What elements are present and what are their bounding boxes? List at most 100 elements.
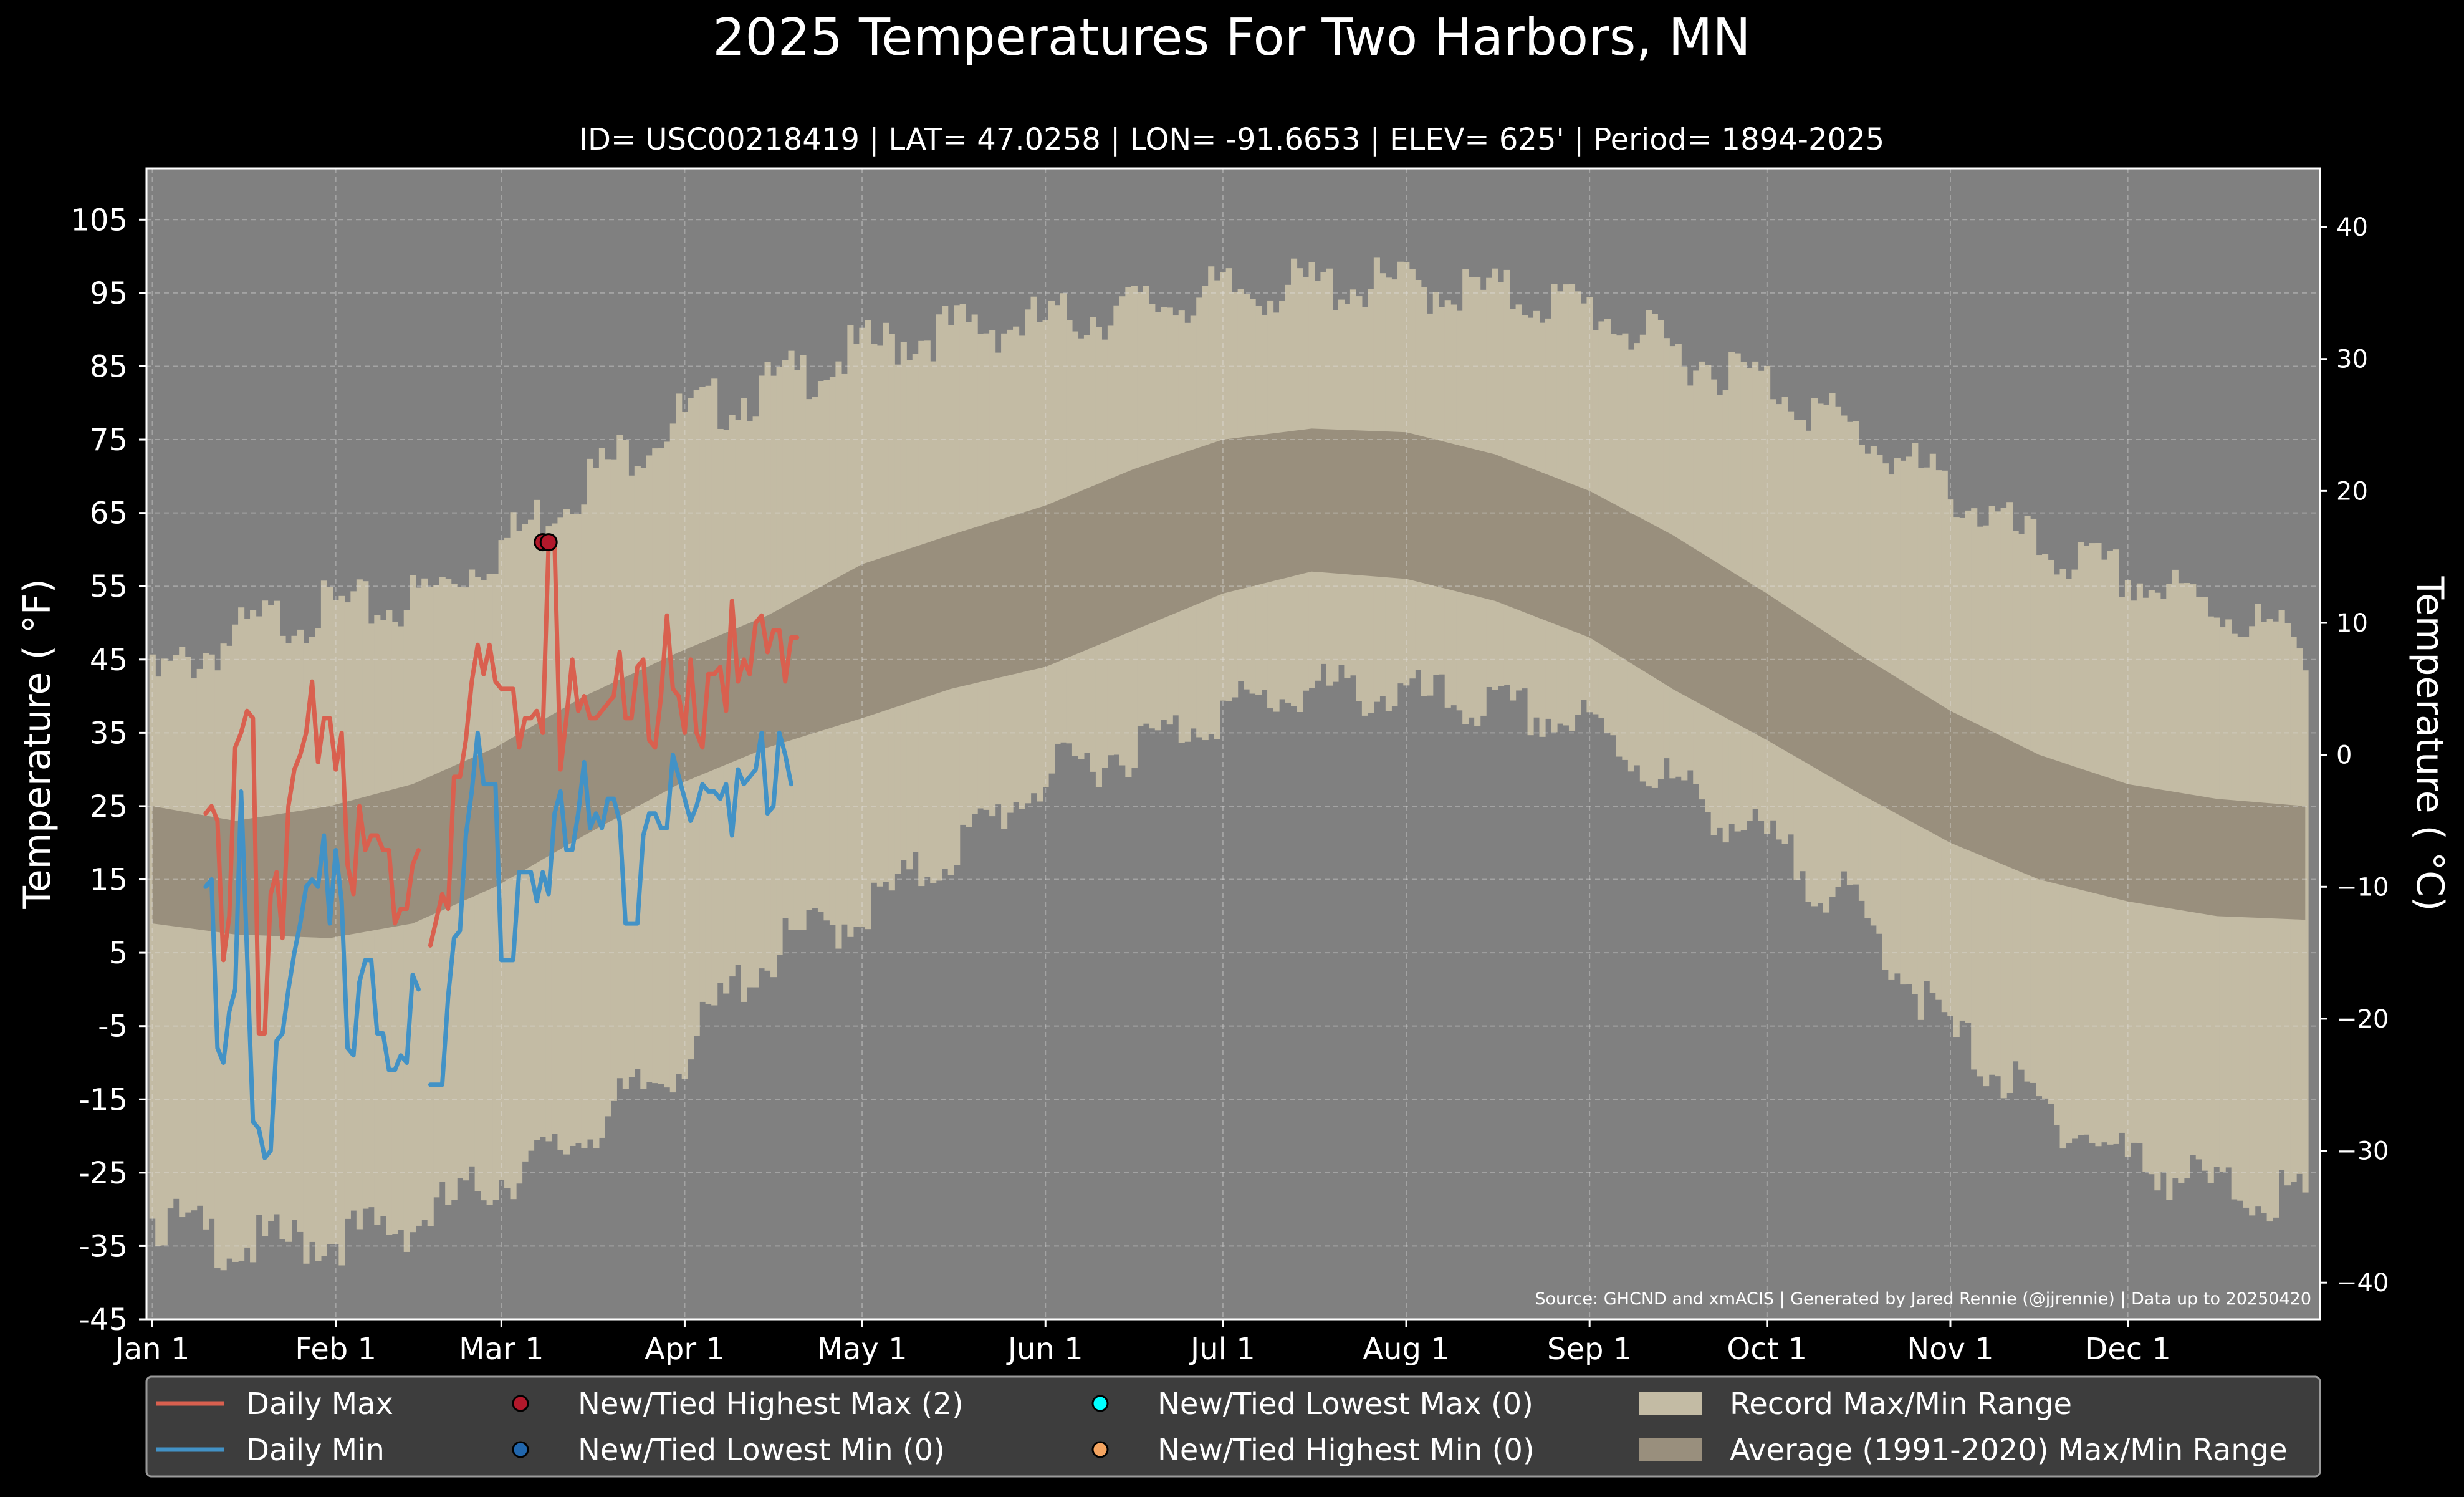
x-tick-label: Feb 1: [295, 1332, 376, 1367]
record-bar: [2273, 621, 2279, 1218]
y-tick-label-right: 10: [2336, 609, 2368, 638]
y-tick-label-left: 15: [90, 863, 128, 898]
record-bar: [185, 657, 191, 1213]
record-bar: [161, 658, 168, 1246]
record-bar: [214, 670, 221, 1268]
new-highest-max-marker: [539, 533, 558, 552]
y-tick-label-left: -15: [79, 1082, 128, 1117]
record-bar: [1841, 415, 1848, 872]
y-tick-label-left: 5: [108, 936, 128, 971]
y-tick-label-left: 105: [70, 203, 128, 238]
daily-series: [203, 540, 800, 1160]
record-bar: [391, 622, 398, 1235]
record-bar: [2243, 637, 2250, 1208]
record-bar: [2302, 670, 2309, 1193]
plot-frame: [145, 167, 2321, 1321]
record-bar: [285, 643, 292, 1242]
series-line: [428, 730, 793, 1087]
average-range-band: [152, 428, 2306, 938]
record-bar: [196, 668, 203, 1206]
y-tick-label-left: 75: [90, 423, 128, 458]
legend-label: New/Tied Lowest Min (0): [578, 1433, 945, 1468]
legend-dot-swatch: [512, 1395, 529, 1412]
y-tick-label-left: 45: [90, 643, 128, 678]
record-bar: [226, 645, 233, 1259]
record-bar: [403, 610, 410, 1252]
record-bar: [486, 574, 493, 1205]
record-bar: [203, 653, 209, 1230]
y-tick-label-right: −10: [2336, 873, 2389, 902]
y-tick-label-left: 85: [90, 349, 128, 384]
legend-label: Record Max/Min Range: [1730, 1387, 2072, 1422]
y-tick-label-left: 25: [90, 789, 128, 824]
legend: Daily Max New/Tied Highest Max (2) New/Tie…: [145, 1375, 2321, 1478]
legend-patch-swatch: [1639, 1438, 1702, 1461]
series-line: [203, 679, 421, 1036]
legend-label: New/Tied Highest Min (0): [1158, 1433, 1535, 1468]
y-tick-label-left: 55: [90, 569, 128, 604]
x-tick-label: Sep 1: [1547, 1332, 1632, 1367]
y-tick-label-right: 40: [2336, 213, 2368, 242]
legend-dot-swatch: [1091, 1441, 1109, 1458]
average-band: [152, 428, 2306, 938]
y-tick-label-left: -5: [98, 1009, 128, 1044]
y-tick-label-left: -35: [79, 1229, 128, 1264]
x-tick-label: Jun 1: [1006, 1332, 1083, 1367]
record-bar: [1752, 361, 1759, 809]
y-tick-label-left: 35: [90, 716, 128, 751]
y-axis-left: 105 95 85 75 65 55 45 35 25 15 5 -5 -15 -25 -35 -45: [70, 203, 146, 1337]
record-bar: [167, 660, 174, 1209]
legend-dot-swatch: [512, 1441, 529, 1458]
x-tick-label: Jan 1: [113, 1332, 190, 1367]
y-axis-right-label: Temperature ( °C): [2408, 576, 2452, 912]
x-tick-label: Mar 1: [459, 1332, 544, 1367]
chart-subtitle: ID= USC00218419 | LAT= 47.0258 | LON= -9…: [579, 122, 1884, 157]
record-bar: [155, 676, 162, 1246]
y-axis-left-label: Temperature ( °F): [16, 579, 59, 910]
series-line: [203, 789, 421, 1160]
y-tick-label-right: 20: [2336, 477, 2368, 506]
record-bar: [492, 574, 499, 1200]
y-tick-label-left: 65: [90, 496, 128, 531]
record-bar: [303, 643, 310, 1264]
record-bar: [2237, 637, 2244, 1201]
record-markers: [534, 533, 558, 552]
series-line: [428, 540, 800, 948]
record-bar: [2249, 626, 2256, 1216]
legend-label: Daily Max: [246, 1387, 393, 1422]
y-tick-label-right: −40: [2336, 1269, 2389, 1297]
record-bar: [179, 647, 186, 1218]
x-tick-label: Oct 1: [1727, 1332, 1807, 1367]
x-axis: Jan 1 Feb 1 Mar 1 Apr 1 May 1 Jun 1 Jul 1 Aug 1…: [113, 1319, 2171, 1367]
x-tick-label: Aug 1: [1363, 1332, 1450, 1367]
y-tick-label-left: -45: [79, 1302, 128, 1337]
y-tick-label-left: 95: [90, 276, 128, 311]
record-bar: [173, 655, 180, 1199]
legend-dot-swatch: [1091, 1395, 1109, 1412]
record-bar: [250, 610, 257, 1263]
y-tick-label-right: 0: [2336, 741, 2352, 770]
chart-title: 2025 Temperatures For Two Harbors, MN: [712, 8, 1750, 67]
x-tick-label: May 1: [817, 1332, 908, 1367]
legend-box: [145, 1375, 2321, 1478]
record-bar: [2266, 619, 2273, 1222]
x-tick-label: Jul 1: [1189, 1332, 1255, 1367]
legend-label: New/Tied Highest Max (2): [578, 1387, 964, 1422]
legend-label: Daily Min: [246, 1433, 385, 1468]
record-bar: [315, 628, 322, 1261]
record-bar: [149, 654, 156, 1219]
record-bar: [191, 678, 198, 1211]
y-tick-label-right: −20: [2336, 1005, 2389, 1034]
record-bar: [398, 626, 405, 1230]
legend-patch-swatch: [1639, 1392, 1702, 1415]
x-tick-label: Apr 1: [645, 1332, 725, 1367]
legend-label: Average (1991-2020) Max/Min Range: [1730, 1433, 2288, 1468]
y-tick-label-right: 30: [2336, 345, 2368, 374]
x-tick-label: Dec 1: [2084, 1332, 2171, 1367]
y-axis-right: 40 30 20 10 0 −10 −20 −30 −40: [2320, 213, 2389, 1297]
y-tick-label-left: -25: [79, 1156, 128, 1191]
x-tick-label: Nov 1: [1907, 1332, 1993, 1367]
record-bar: [309, 637, 316, 1242]
y-tick-label-right: −30: [2336, 1137, 2389, 1166]
